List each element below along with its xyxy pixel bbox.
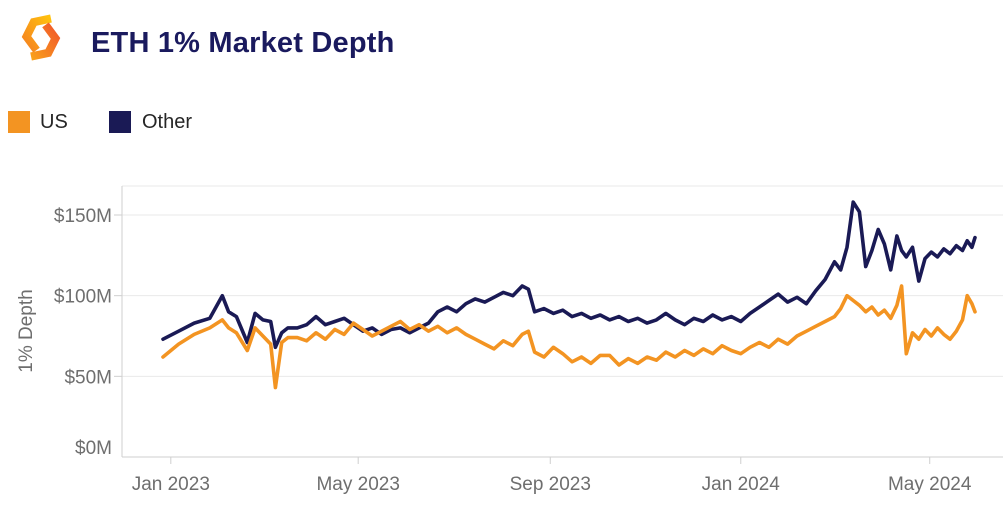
y-axis-tick-label: $150M	[54, 206, 112, 227]
x-axis-tick-label: May 2024	[888, 474, 972, 495]
kaiko-logo	[21, 14, 61, 61]
x-axis-tick-label: Jan 2023	[132, 474, 210, 495]
x-axis-tick-label: May 2023	[316, 474, 399, 495]
logo-left-bracket	[21, 14, 52, 53]
us-series-line	[161, 284, 977, 390]
x-axis-tick-label: Jan 2024	[702, 474, 781, 495]
y-axis-tick-label: $50M	[64, 367, 112, 388]
page-title: ETH 1% Market Depth	[91, 27, 395, 59]
y-axis-tick-label: $0M	[75, 438, 112, 459]
other-series-line	[161, 200, 977, 350]
logo-right-bracket	[30, 22, 61, 61]
us-legend-label: US	[40, 111, 68, 133]
other-legend-label: Other	[142, 111, 193, 133]
y-axis-tick-label: $100M	[54, 287, 112, 308]
us-legend-swatch	[8, 111, 30, 133]
x-axis-tick-label: Sep 2023	[510, 474, 591, 495]
y-axis-title: 1% Depth	[16, 289, 37, 372]
other-legend-swatch	[109, 111, 131, 133]
